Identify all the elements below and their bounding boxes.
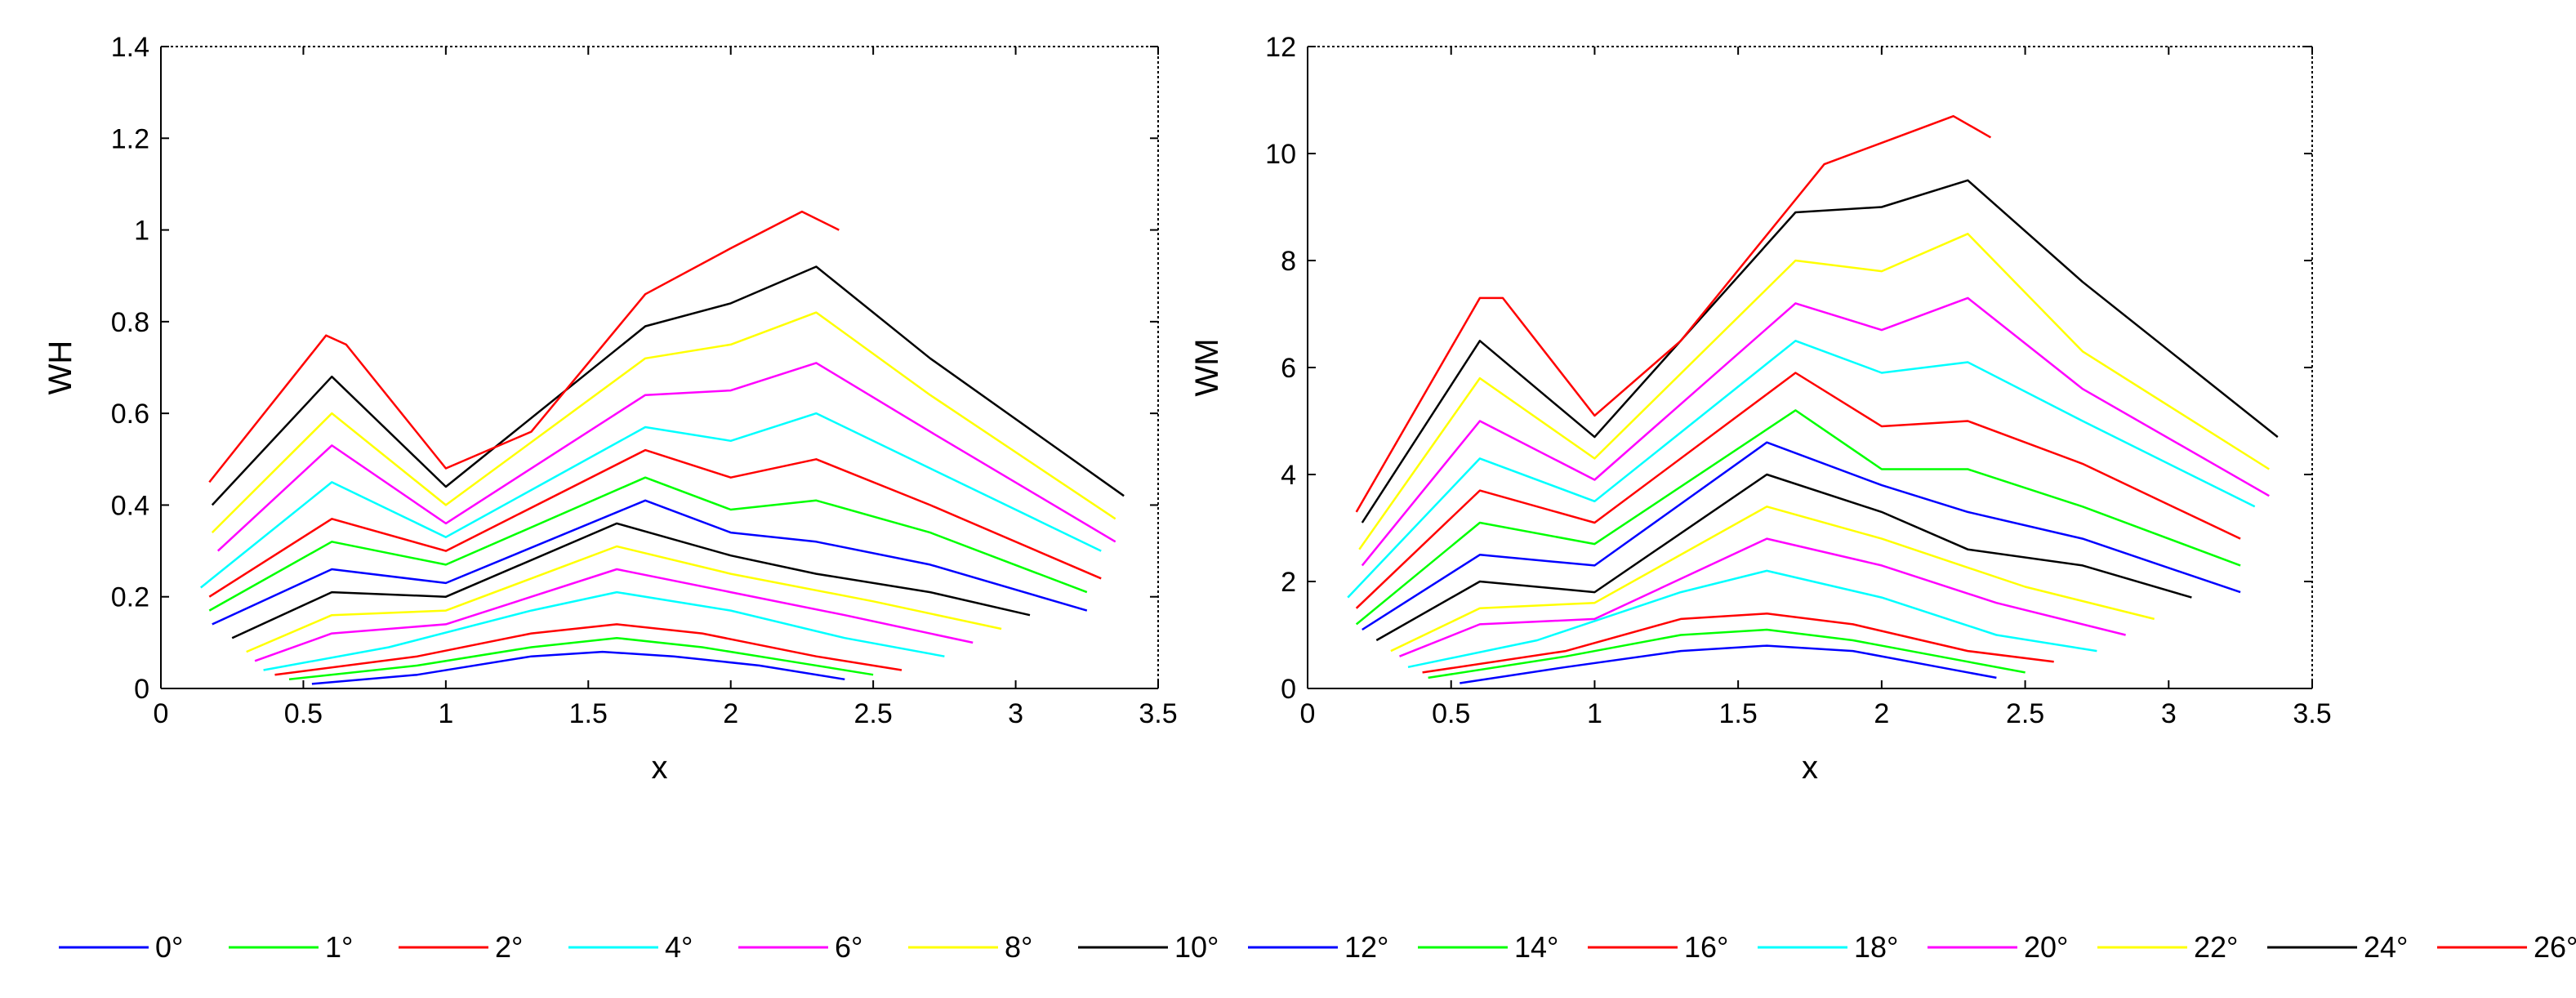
legend-label: 20° bbox=[2024, 930, 2068, 964]
series-line bbox=[263, 590, 945, 671]
legend-item: 1° bbox=[229, 930, 353, 964]
chart-wh: 0 0.5 1 1.5 2 2.5 3 3.5 0 0.2 0.4 0.6 0.8 1 1.2 1.4 x WH bbox=[42, 32, 1178, 786]
x-tick-label: 3 bbox=[1008, 698, 1023, 729]
x-tick-label: 2 bbox=[723, 698, 738, 729]
y-tick-label: 1.4 bbox=[111, 32, 149, 63]
y-tick-label: 1 bbox=[134, 216, 149, 247]
chart-wm: 0 0.5 1 1.5 2 2.5 3 3.5 0 2 4 6 8 10 12 x WM bbox=[1189, 32, 2332, 786]
y-axis-label: WH bbox=[42, 341, 78, 395]
y-tick-label: 1.2 bbox=[111, 123, 149, 154]
x-tick-label: 1.5 bbox=[1719, 698, 1758, 729]
legend-item: 26° bbox=[2437, 930, 2576, 964]
series-line bbox=[274, 623, 902, 676]
series-line bbox=[1407, 569, 2097, 669]
series-line bbox=[311, 650, 845, 685]
legend-label: 2° bbox=[495, 930, 523, 964]
x-tick-label: 0 bbox=[1300, 698, 1316, 729]
series-line bbox=[1361, 179, 2279, 524]
series-line bbox=[208, 448, 1102, 598]
legend-label: 8° bbox=[1005, 930, 1032, 964]
y-tick-label: 12 bbox=[1265, 32, 1296, 63]
y-tick-label: 4 bbox=[1281, 460, 1296, 491]
legend-label: 4° bbox=[665, 930, 693, 964]
y-tick-label: 0.8 bbox=[111, 307, 149, 338]
x-tick-label: 2.5 bbox=[854, 698, 893, 729]
x-tick-label: 1.5 bbox=[569, 698, 608, 729]
series-line bbox=[1361, 296, 2270, 567]
y-tick-label: 0 bbox=[134, 674, 149, 705]
series-line bbox=[1460, 644, 1997, 684]
series-line bbox=[1355, 372, 2241, 609]
y-tick-label: 6 bbox=[1281, 353, 1296, 384]
y-tick-label: 0.6 bbox=[111, 399, 149, 430]
series-line bbox=[1347, 340, 2256, 599]
legend-item: 4° bbox=[568, 930, 693, 964]
series-line bbox=[216, 362, 1116, 552]
legend-item: 10° bbox=[1078, 930, 1219, 964]
x-tick-label: 0.5 bbox=[1432, 698, 1470, 729]
y-tick-label: 10 bbox=[1265, 139, 1296, 170]
series-line bbox=[1358, 233, 2270, 550]
legend-label: 18° bbox=[1854, 930, 1898, 964]
legend-label: 16° bbox=[1684, 930, 1728, 964]
legend-label: 1° bbox=[325, 930, 353, 964]
x-tick-label: 3.5 bbox=[2293, 698, 2331, 729]
y-tick-label: 0.2 bbox=[111, 582, 149, 613]
series-line bbox=[1355, 114, 1992, 513]
series-line bbox=[1399, 537, 2126, 657]
series-line bbox=[254, 568, 974, 662]
series-line bbox=[1375, 473, 2192, 642]
series-line bbox=[208, 476, 1088, 612]
y-tick-label: 8 bbox=[1281, 246, 1296, 277]
y-tick-label: 0.4 bbox=[111, 490, 149, 521]
legend-item: 2° bbox=[399, 930, 523, 964]
legend-label: 6° bbox=[835, 930, 862, 964]
series-line bbox=[1362, 441, 2241, 631]
legend-label: 26° bbox=[2534, 930, 2576, 964]
legend-label: 10° bbox=[1174, 930, 1219, 964]
series-line bbox=[212, 499, 1088, 626]
series-line bbox=[211, 311, 1116, 533]
y-tick-label: 2 bbox=[1281, 567, 1296, 598]
series-line bbox=[1355, 409, 2241, 626]
y-tick-label: 0 bbox=[1281, 674, 1296, 705]
legend-item: 14° bbox=[1418, 930, 1558, 964]
series-line bbox=[1422, 613, 2054, 674]
legend-item: 0° bbox=[59, 930, 183, 964]
legend-item: 22° bbox=[2097, 930, 2238, 964]
series-line bbox=[288, 636, 874, 681]
x-tick-label: 0 bbox=[154, 698, 169, 729]
x-tick-label: 1 bbox=[438, 698, 453, 729]
x-axis-label: x bbox=[652, 750, 668, 786]
legend-item: 6° bbox=[738, 930, 862, 964]
legend-label: 12° bbox=[1344, 930, 1388, 964]
x-tick-label: 1 bbox=[1587, 698, 1602, 729]
legend-item: 8° bbox=[908, 930, 1032, 964]
legend-label: 22° bbox=[2194, 930, 2238, 964]
legend-item: 12° bbox=[1248, 930, 1388, 964]
series-line bbox=[211, 265, 1125, 506]
legend-item: 18° bbox=[1758, 930, 1898, 964]
series-line bbox=[1428, 628, 2026, 679]
legend-label: 24° bbox=[2364, 930, 2408, 964]
series-line bbox=[200, 412, 1102, 589]
x-tick-label: 0.5 bbox=[284, 698, 323, 729]
x-axis-label: x bbox=[1802, 750, 1818, 786]
series-line bbox=[231, 522, 1031, 639]
legend-item: 24° bbox=[2267, 930, 2408, 964]
legend-item: 16° bbox=[1588, 930, 1728, 964]
legend: 0° 1° 2° 4° 6° 8° 10° 12° 14° 16° 18° 20° 22° 24° 26° bbox=[59, 930, 2576, 964]
x-tick-label: 2 bbox=[1874, 698, 1889, 729]
y-axis-label: WM bbox=[1189, 338, 1225, 396]
series-line bbox=[1390, 506, 2155, 653]
series-line bbox=[246, 545, 1002, 653]
series-line bbox=[208, 210, 840, 483]
x-tick-label: 3 bbox=[2161, 698, 2177, 729]
x-tick-label: 3.5 bbox=[1139, 698, 1177, 729]
legend-item: 20° bbox=[1928, 930, 2068, 964]
x-tick-label: 2.5 bbox=[2006, 698, 2044, 729]
legend-label: 0° bbox=[155, 930, 183, 964]
legend-label: 14° bbox=[1514, 930, 1558, 964]
